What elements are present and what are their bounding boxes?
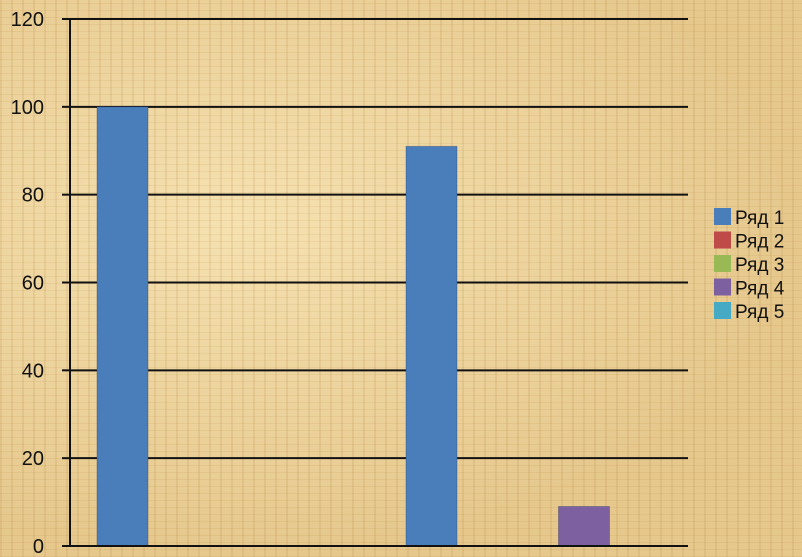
bar-ряд-1 bbox=[96, 106, 149, 547]
legend-label: Ряд 3 bbox=[735, 255, 784, 276]
y-tick-label: 60 bbox=[22, 273, 44, 295]
y-tick-label: 120 bbox=[11, 9, 44, 31]
legend-label: Ряд 4 bbox=[735, 279, 785, 300]
legend-swatch bbox=[714, 255, 731, 272]
legend-item: Ряд 3 bbox=[714, 255, 784, 276]
legend-swatch bbox=[714, 302, 731, 319]
legend-swatch bbox=[714, 231, 731, 249]
legend-item: Ряд 4 bbox=[714, 278, 785, 300]
axes: 0 20 40 60 80 100 120 bbox=[11, 9, 688, 557]
bars bbox=[96, 106, 610, 547]
legend-swatch bbox=[714, 278, 731, 296]
legend-item: Ряд 2 bbox=[714, 231, 784, 253]
gridlines bbox=[70, 18, 688, 460]
y-tick-label: 100 bbox=[11, 97, 44, 119]
legend-label: Ряд 5 bbox=[735, 302, 784, 323]
y-tick-label: 40 bbox=[22, 360, 44, 382]
bar-ряд-4 bbox=[558, 505, 610, 547]
bar-ряд-1 bbox=[405, 145, 458, 547]
legend-item: Ряд 1 bbox=[714, 208, 784, 229]
legend-label: Ряд 2 bbox=[735, 232, 784, 253]
y-tick-label: 20 bbox=[22, 448, 44, 470]
legend-item: Ряд 5 bbox=[714, 302, 784, 323]
y-tick-label: 80 bbox=[22, 185, 44, 207]
y-tick-label: 0 bbox=[33, 536, 44, 557]
legend-label: Ряд 1 bbox=[735, 208, 784, 229]
legend-swatch bbox=[714, 208, 731, 225]
